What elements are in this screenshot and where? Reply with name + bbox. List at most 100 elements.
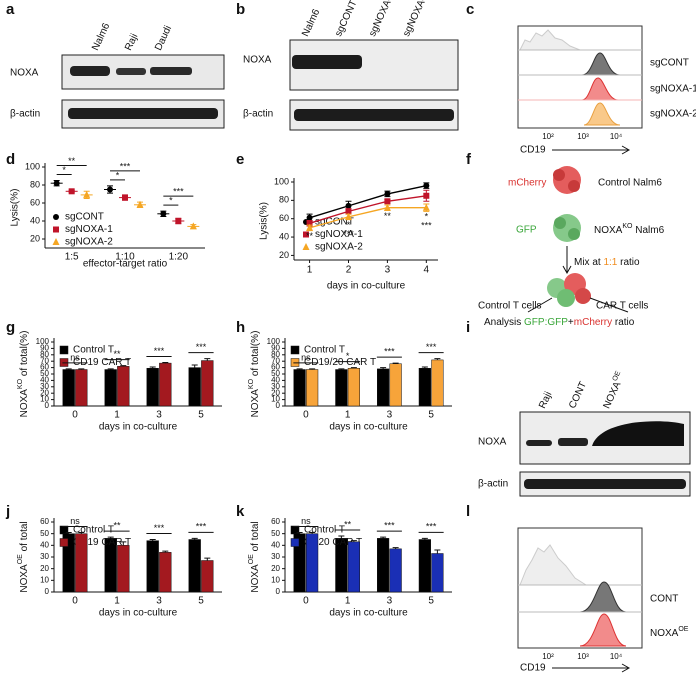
significance: * xyxy=(62,165,66,175)
bar xyxy=(75,369,88,407)
significance: * xyxy=(347,220,351,230)
marker xyxy=(306,214,313,221)
marker xyxy=(384,190,391,197)
marker xyxy=(53,180,60,187)
axis-label: CD19 xyxy=(520,145,546,156)
arrow xyxy=(552,145,631,155)
legend-swatch xyxy=(290,345,300,355)
diagram-text: CAR T cells xyxy=(596,301,648,312)
marker xyxy=(160,210,167,217)
panel-label: d xyxy=(6,151,15,168)
legend-label: CD19 CAR T xyxy=(73,357,131,368)
row-label: NOXA xyxy=(478,437,507,448)
y-tick-label: 90 xyxy=(271,344,280,353)
legend-label: sgCONT xyxy=(65,212,104,223)
panel-label: l xyxy=(466,503,470,520)
x-tick-label: 0 xyxy=(303,410,309,421)
x-tick-label: 0 xyxy=(72,410,78,421)
panel-label: f xyxy=(466,151,472,168)
text-part: mCherry xyxy=(574,317,612,328)
histogram xyxy=(519,544,588,586)
blot-band xyxy=(558,438,588,446)
y-tick-label: 10 xyxy=(40,395,49,404)
diagram-text: NOXAKO Nalm6 xyxy=(594,223,665,236)
marker xyxy=(83,190,91,198)
lane-label: Nalm6 xyxy=(90,21,112,52)
x-axis-label: days in co-culture xyxy=(99,608,178,619)
marker xyxy=(384,198,391,205)
panel-label: h xyxy=(236,319,245,336)
lane-label: sgNOXA-1 xyxy=(367,0,397,38)
marker xyxy=(107,186,113,193)
blot-band xyxy=(294,109,454,121)
text-part: NOXA xyxy=(19,564,30,593)
y-tick-label: 60 xyxy=(40,363,49,372)
text-part: NOXA xyxy=(594,225,623,236)
cell xyxy=(568,228,580,240)
y-tick-label: 60 xyxy=(40,517,49,526)
y-tick-label: 50 xyxy=(40,369,49,378)
histogram xyxy=(581,77,619,101)
x-tick-label: 1:10 xyxy=(115,252,135,263)
text-part: NOXA xyxy=(19,389,30,418)
significance: * xyxy=(116,170,120,180)
x-tick-label: 3 xyxy=(156,596,162,607)
text-part: of total(%) xyxy=(19,331,30,379)
marker xyxy=(52,238,60,245)
line xyxy=(309,195,427,224)
lane-label: Raji xyxy=(537,390,554,410)
y-tick-label: 10 xyxy=(271,575,280,584)
text-part: ratio xyxy=(612,317,635,328)
histogram xyxy=(519,29,581,51)
row-label: NOXA xyxy=(243,55,272,66)
sample-label: sgCONT xyxy=(650,58,689,69)
y-tick-label: 40 xyxy=(279,231,289,241)
x-tick-label: 5 xyxy=(198,596,204,607)
lane-label: sgCONT xyxy=(333,0,359,38)
x-tick-label: 1 xyxy=(345,596,351,607)
bar xyxy=(377,368,390,407)
bar xyxy=(117,545,130,593)
legend-label: CD19 CAR T xyxy=(73,537,131,548)
bar xyxy=(306,533,319,593)
superscript: KO xyxy=(248,378,255,389)
x-tick-label: 0 xyxy=(303,596,309,607)
y-tick-label: 20 xyxy=(40,564,49,573)
bar xyxy=(293,369,306,407)
legend-swatch xyxy=(290,538,300,547)
y-axis-label: NOXAKO of total(%) xyxy=(17,331,30,418)
x-tick-label: 3 xyxy=(385,265,391,276)
legend-label: Control T xyxy=(304,525,345,536)
marker xyxy=(302,243,310,250)
y-tick-label: 0 xyxy=(276,401,281,410)
y-tick-label: 70 xyxy=(271,356,280,365)
tick-label: 10² xyxy=(542,652,554,661)
y-tick-label: 80 xyxy=(271,350,280,359)
y-tick-label: 20 xyxy=(40,388,49,397)
lane-label: NOXAOE xyxy=(600,370,628,411)
cell xyxy=(554,217,566,229)
y-tick-label: 30 xyxy=(271,552,280,561)
tick-label: 10⁴ xyxy=(610,652,623,661)
y-tick-label: 30 xyxy=(40,552,49,561)
row-label: β-actin xyxy=(478,479,508,490)
blot-band xyxy=(292,55,362,69)
y-tick-label: 40 xyxy=(271,376,280,385)
diagram-text: Control Nalm6 xyxy=(598,178,662,189)
y-tick-label: 0 xyxy=(45,401,50,410)
blot-band xyxy=(150,67,192,75)
x-axis-label: days in co-culture xyxy=(327,281,406,292)
marker xyxy=(175,218,182,224)
line xyxy=(309,184,427,219)
flow-frame xyxy=(517,25,643,129)
y-tick-label: 30 xyxy=(271,382,280,391)
lane-label: Daudi xyxy=(153,24,174,52)
marker xyxy=(53,226,59,233)
sample-label: sgNOXA-2 xyxy=(650,109,696,120)
text-part: of total xyxy=(250,521,261,554)
text-part: of total xyxy=(19,521,30,554)
significance: ** xyxy=(306,231,314,241)
x-tick-label: 3 xyxy=(156,410,162,421)
y-tick-label: 90 xyxy=(40,344,49,353)
diagram-text: Analysis GFP:GFP+mCherry ratio xyxy=(484,317,635,328)
